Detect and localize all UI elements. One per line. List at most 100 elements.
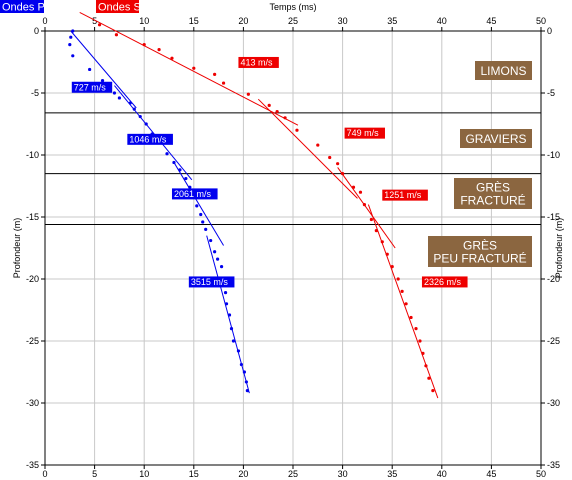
- series-title: Ondes S: [96, 0, 141, 14]
- series-title-text: Ondes P: [2, 2, 45, 14]
- data-point: [385, 252, 389, 256]
- velocity-label-box: [171, 188, 218, 200]
- velocity-label-text: 1251 m/s: [384, 190, 422, 200]
- data-point: [213, 72, 217, 76]
- data-point: [204, 227, 208, 231]
- data-points: [68, 23, 435, 393]
- x-tick-label-bottom: 45: [486, 469, 496, 479]
- velocity-label-text: 1046 m/s: [129, 134, 167, 144]
- velocity-label: 727 m/s: [71, 81, 113, 93]
- data-point: [199, 212, 203, 217]
- velocity-label-text: 413 m/s: [240, 57, 273, 67]
- data-point: [128, 101, 132, 105]
- x-tick-label-bottom: 15: [189, 469, 199, 479]
- y-tick-label-right: -25: [547, 336, 560, 346]
- data-point: [71, 54, 75, 58]
- velocity-label-box: [344, 127, 385, 139]
- data-point: [112, 91, 117, 95]
- x-tick-label-bottom: 0: [42, 469, 47, 479]
- data-point: [295, 128, 299, 132]
- velocity-label-box: [71, 81, 113, 93]
- x-tick-label-top: 45: [486, 16, 496, 26]
- data-point: [404, 302, 408, 306]
- y-tick-label-left: -35: [26, 460, 39, 470]
- y-tick-label-left: -30: [26, 398, 39, 408]
- series-titles: Ondes P Ondes S: [0, 0, 141, 14]
- data-point: [68, 43, 72, 47]
- y-tick-label-right: -15: [547, 212, 560, 222]
- x-tick-label-top: 10: [139, 16, 149, 26]
- x-tick-label-top: 35: [387, 16, 397, 26]
- data-point: [178, 168, 182, 172]
- data-point: [358, 190, 363, 194]
- data-point: [267, 103, 271, 107]
- layer-label-text: GRÈS: [463, 238, 497, 253]
- x-tick-label-top: 25: [288, 16, 298, 26]
- layer-label-text: FRACTURÉ: [460, 193, 525, 208]
- velocity-segment-line: [257, 98, 358, 199]
- data-point: [424, 364, 428, 368]
- data-point: [71, 29, 75, 33]
- y-tick-label-left: 0: [34, 26, 39, 36]
- velocity-segment-line: [173, 162, 224, 246]
- series-title-text: Ondes S: [98, 2, 141, 14]
- data-point: [201, 220, 205, 224]
- y-tick-label-left: -5: [31, 88, 39, 98]
- data-point: [283, 116, 287, 120]
- data-point: [362, 203, 367, 207]
- velocity-segment-line: [206, 235, 250, 394]
- data-point: [100, 79, 105, 83]
- data-point: [172, 160, 176, 165]
- velocity-label: 3515 m/s: [188, 276, 235, 288]
- data-point: [390, 265, 394, 269]
- data-point: [188, 185, 192, 189]
- data-point: [242, 370, 246, 374]
- data-point: [374, 229, 378, 233]
- y-tick-label-left: -20: [26, 274, 39, 284]
- x-tick-label-top: 15: [189, 16, 199, 26]
- x-tick-label-bottom: 35: [387, 469, 397, 479]
- data-point: [117, 96, 121, 100]
- velocity-segment-line: [367, 204, 439, 399]
- data-point: [170, 56, 174, 60]
- x-tick-label-bottom: 10: [139, 469, 149, 479]
- layer-label-box: [428, 236, 532, 267]
- y-tick-label-right: 0: [547, 26, 552, 36]
- x-tick-label-bottom: 20: [238, 469, 248, 479]
- data-point: [195, 204, 199, 208]
- velocity-label-box: [382, 189, 428, 201]
- velocity-label-box: [188, 276, 235, 288]
- velocity-label-text: 2061 m/s: [174, 189, 212, 199]
- y-tick-label-right: -10: [547, 150, 560, 160]
- layer-boundaries: [45, 112, 541, 225]
- velocity-label: 749 m/s: [344, 127, 385, 139]
- y-tick-label-left: -15: [26, 212, 39, 222]
- data-point: [431, 389, 435, 393]
- data-point: [69, 35, 73, 39]
- data-point: [245, 389, 249, 393]
- data-point: [341, 172, 345, 176]
- x-tick-label-bottom: 25: [288, 469, 298, 479]
- layer-label: GRAVIERS: [460, 129, 532, 148]
- x-tick-label-top: 50: [536, 16, 546, 26]
- x-tick-label-bottom: 40: [437, 469, 447, 479]
- velocity-segment-line: [337, 167, 396, 249]
- axis-ticks: 0055101015152020252530303535404045455050…: [26, 16, 560, 479]
- x-tick-label-bottom: 50: [536, 469, 546, 479]
- velocity-segment-line: [79, 11, 299, 126]
- layer-label-box: [460, 129, 532, 148]
- data-point: [400, 289, 404, 293]
- data-point: [192, 66, 196, 70]
- data-point: [132, 107, 136, 111]
- data-point: [144, 122, 148, 126]
- data-point: [221, 81, 226, 85]
- velocity-label: 2326 m/s: [421, 276, 468, 288]
- data-point: [246, 92, 250, 96]
- data-point: [380, 240, 384, 244]
- series-title-box: [0, 0, 44, 13]
- data-point: [219, 265, 224, 269]
